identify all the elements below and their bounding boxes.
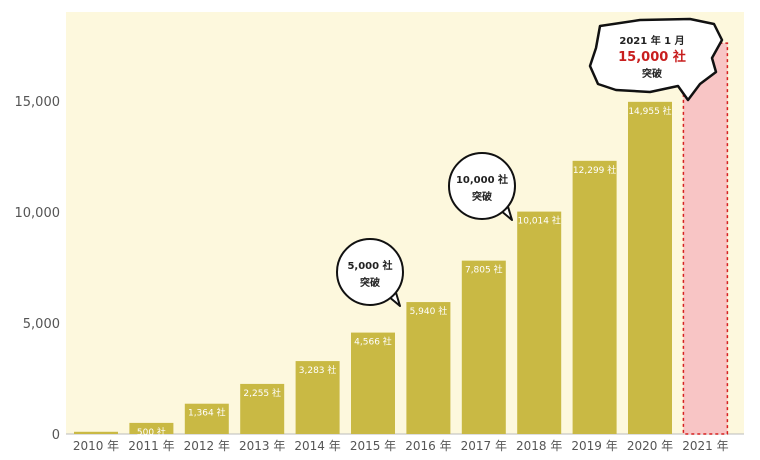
y-tick-label: 10,000: [15, 206, 61, 221]
callout-bubble: 5,000 社突破: [336, 238, 404, 307]
x-tick-label: 2018 年: [516, 439, 562, 453]
callout-text: 15,000 社: [618, 49, 686, 65]
callout-bubble-jagged: 2021 年 1 月 15,000 社突破: [588, 17, 724, 102]
data-label: 7,805 社: [465, 264, 503, 276]
callout-text: 5,000 社: [347, 259, 392, 272]
x-axis: 2010 年 2011 年 2012 年 2013 年 2014 年 2015 年 2016…: [73, 439, 729, 453]
data-label: 1,364 社: [188, 407, 226, 419]
bar: [184, 403, 229, 434]
data-label: 3,283 社: [299, 364, 337, 376]
y-tick-label: 15,000: [15, 95, 61, 110]
data-label: 10,014 社: [518, 215, 561, 227]
bar: [74, 431, 118, 434]
callout-fill: [338, 240, 402, 304]
bar: [461, 260, 506, 434]
bar-series: 500 社 1,364 社 2,255 社 3,283 社 4,566 社 5,940 社…: [74, 42, 729, 438]
y-tick-label: 0: [52, 428, 60, 443]
y-axis: 0 5,000 10,000 15,000: [15, 95, 61, 443]
callout-text: 突破: [472, 190, 492, 203]
x-tick-label: 2014 年: [294, 439, 340, 453]
bar: [240, 383, 285, 434]
x-tick-label: 2017 年: [461, 439, 507, 453]
callout-text: 突破: [360, 276, 380, 289]
x-tick-label: 2012 年: [184, 439, 230, 453]
bar: [406, 302, 451, 434]
bar: [628, 101, 672, 434]
callout-bubble: 10,000 社突破: [448, 152, 516, 221]
bar: [295, 361, 340, 434]
x-tick-label: 2015 年: [350, 439, 396, 453]
x-tick-label: 2021 年: [682, 439, 728, 453]
x-tick-label: 2013 年: [239, 439, 285, 453]
data-label: 12,299 社: [573, 164, 616, 176]
x-tick-label: 2010 年: [73, 439, 119, 453]
x-tick-label: 2019 年: [571, 439, 617, 453]
bar: [572, 160, 617, 434]
y-tick-label: 5,000: [23, 317, 60, 332]
bar: [351, 332, 395, 434]
callout-fill: [450, 154, 514, 218]
x-tick-label: 2016 年: [405, 439, 451, 453]
callout-shape: [588, 17, 724, 102]
callout-text: 10,000 社: [456, 173, 508, 186]
data-label: 5,940 社: [410, 305, 448, 317]
bar: [517, 211, 562, 434]
data-label: 4,566 社: [354, 336, 392, 348]
bar: [129, 422, 174, 434]
callout-text: 突破: [642, 67, 662, 80]
highlight-bar: [682, 42, 729, 435]
data-label: 500 社: [137, 426, 166, 438]
x-tick-label: 2011 年: [128, 439, 174, 453]
data-label: 14,955 社: [628, 105, 671, 117]
callout-text: 2021 年 1 月: [619, 34, 684, 47]
data-label: 2,255 社: [243, 387, 281, 399]
x-tick-label: 2020 年: [627, 439, 673, 453]
